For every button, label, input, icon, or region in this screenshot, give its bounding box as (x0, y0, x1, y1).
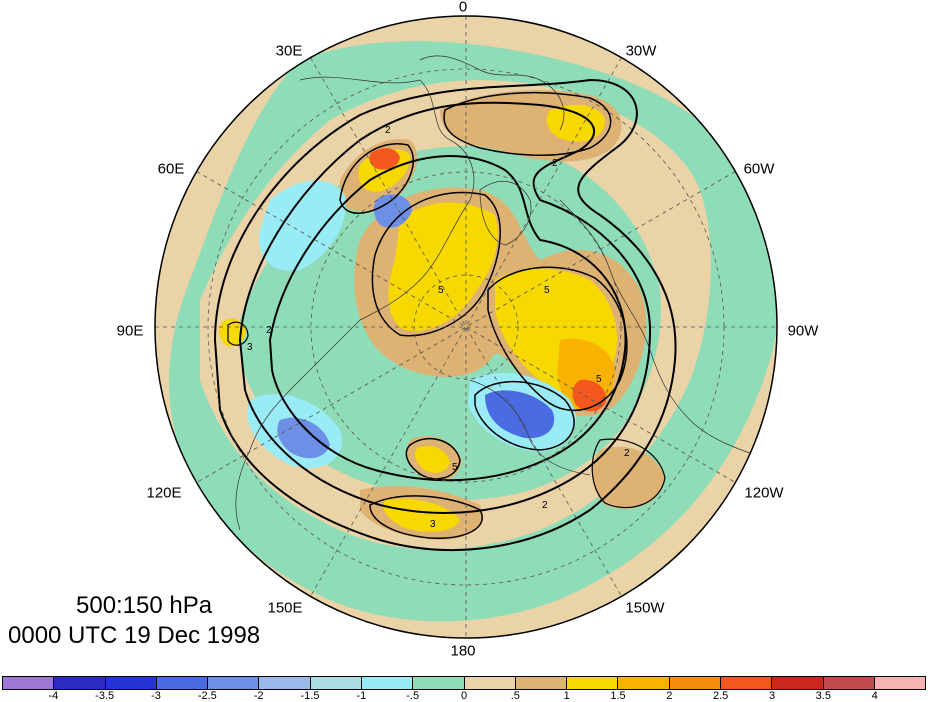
lon-label-150w: 150W (625, 599, 665, 617)
contour-label: 5 (596, 374, 602, 385)
colorbar-swatch (413, 677, 465, 689)
contour-label: 2 (542, 500, 548, 511)
contour-label: 2 (624, 448, 630, 459)
lon-label-60e: 60E (157, 160, 185, 178)
colorbar-swatch (310, 677, 362, 689)
lon-label-30e: 30E (275, 42, 303, 60)
contour-se-trough (474, 380, 575, 451)
contour-label: 3 (430, 519, 436, 530)
colorbar-swatch (772, 677, 824, 689)
colorbar-tick-label: -3.5 (95, 690, 115, 702)
coastline-namerica (559, 199, 771, 461)
colorbar-tick-label: -1 (356, 690, 367, 702)
colorbar-tick-label: 4 (871, 690, 878, 702)
colorbar-tick-label: -4 (48, 690, 59, 702)
field-cyan-ul (259, 180, 346, 271)
lon-label-0: 0 (458, 0, 468, 16)
coastline-eurasia (235, 76, 475, 531)
contour-west-small (227, 321, 249, 346)
contour-label: 5 (544, 285, 550, 296)
field-blue-se (485, 390, 555, 439)
globe-outline (154, 15, 778, 639)
graticule (155, 16, 777, 638)
contour-label: 3 (247, 342, 253, 353)
colorbar-tick-label: .5 (510, 690, 520, 702)
field-red-ul (369, 148, 400, 170)
colorbar-tick-label: 2 (666, 690, 673, 702)
colorbar-swatch (720, 677, 773, 689)
contour-ul (339, 143, 414, 214)
colorbar-swatch (669, 677, 721, 689)
colorbar-tick-label: 3 (768, 690, 776, 702)
colorbar-swatch (567, 677, 619, 689)
field-yellow-center-a (388, 202, 498, 331)
lon-label-90w: 90W (787, 322, 819, 340)
contour-south2 (405, 437, 461, 480)
lon-label-180: 180 (450, 642, 476, 660)
colorbar-tick-label: 2.5 (713, 690, 729, 702)
contour-south (369, 495, 483, 539)
colorbar-swatch (208, 677, 260, 689)
colorbar-swatch (618, 677, 670, 689)
contour-label: 2 (385, 125, 391, 136)
coastline-europe (419, 55, 565, 131)
lon-label-60w: 60W (743, 160, 775, 178)
colorbar-swatch (156, 677, 209, 689)
colorbar-swatch (259, 677, 311, 689)
contour-mid (238, 101, 652, 514)
field-yellow-south (383, 498, 460, 532)
colorbar-tick-label: -2.5 (197, 690, 217, 702)
field-blue-ul (373, 194, 412, 228)
coastline-layer (235, 55, 771, 531)
contour-label: 5 (452, 462, 458, 473)
colorbar-swatch (54, 677, 106, 689)
colorbar-swatch (515, 677, 568, 689)
lon-label-30w: 30W (625, 42, 657, 60)
contour-layer (213, 78, 677, 551)
colorbar-tick-label: -3 (151, 690, 161, 702)
colorbar-tick-label: -1.5 (300, 690, 320, 702)
lon-label-150e: 150E (267, 599, 303, 617)
lon-label-120e: 120E (146, 484, 182, 502)
contour-outer (213, 78, 677, 551)
contour-label-layer: 2 2 2 2 2 3 3 5 5 5 5 (247, 125, 630, 530)
contour-label: 2 (552, 158, 558, 169)
contour-center-b (487, 266, 628, 412)
colorbar-swatch (464, 677, 516, 689)
lon-label-90e: 90E (116, 322, 144, 340)
colorbar-tick-label: -2 (253, 690, 264, 702)
colorbar-labels: -4 -3.5 -3 -2.5 -2 -1.5 -1 -.5 0 .5 1 1.5 2 2.5 3 3.5 4 (2, 690, 926, 702)
map-fill-layer (155, 16, 777, 638)
contour-east-box (591, 438, 666, 509)
colorbar-swatch (823, 677, 875, 689)
colorbar-tick-label: 1.5 (610, 690, 626, 702)
colorbar-tick-label: 0 (460, 690, 468, 702)
contour-label: 2 (266, 325, 272, 336)
coastline-greenland (479, 181, 532, 246)
colorbar-tick-label: 1 (563, 690, 570, 702)
colorbar-swatch (361, 677, 414, 689)
field-yellow-south2 (414, 445, 450, 473)
lon-label-120w: 120W (744, 484, 784, 502)
contour-label: 5 (438, 285, 444, 296)
title-time: 0000 UTC 19 Dec 1998 (8, 622, 261, 649)
colorbar (2, 676, 926, 690)
colorbar-tick-label: -.5 (406, 690, 420, 702)
colorbar-swatch (105, 677, 157, 689)
contour-inner (268, 155, 627, 482)
coastline-alaska (469, 379, 591, 476)
contour-north (443, 91, 612, 156)
colorbar-swatch (3, 677, 55, 689)
colorbar-tick-label: 3.5 (815, 690, 831, 702)
field-yellow-north (546, 104, 605, 142)
contour-center-a (371, 191, 501, 337)
title-level: 500:150 hPa (76, 592, 213, 619)
field-blue-sw (277, 417, 330, 459)
colorbar-swatch (874, 677, 926, 689)
